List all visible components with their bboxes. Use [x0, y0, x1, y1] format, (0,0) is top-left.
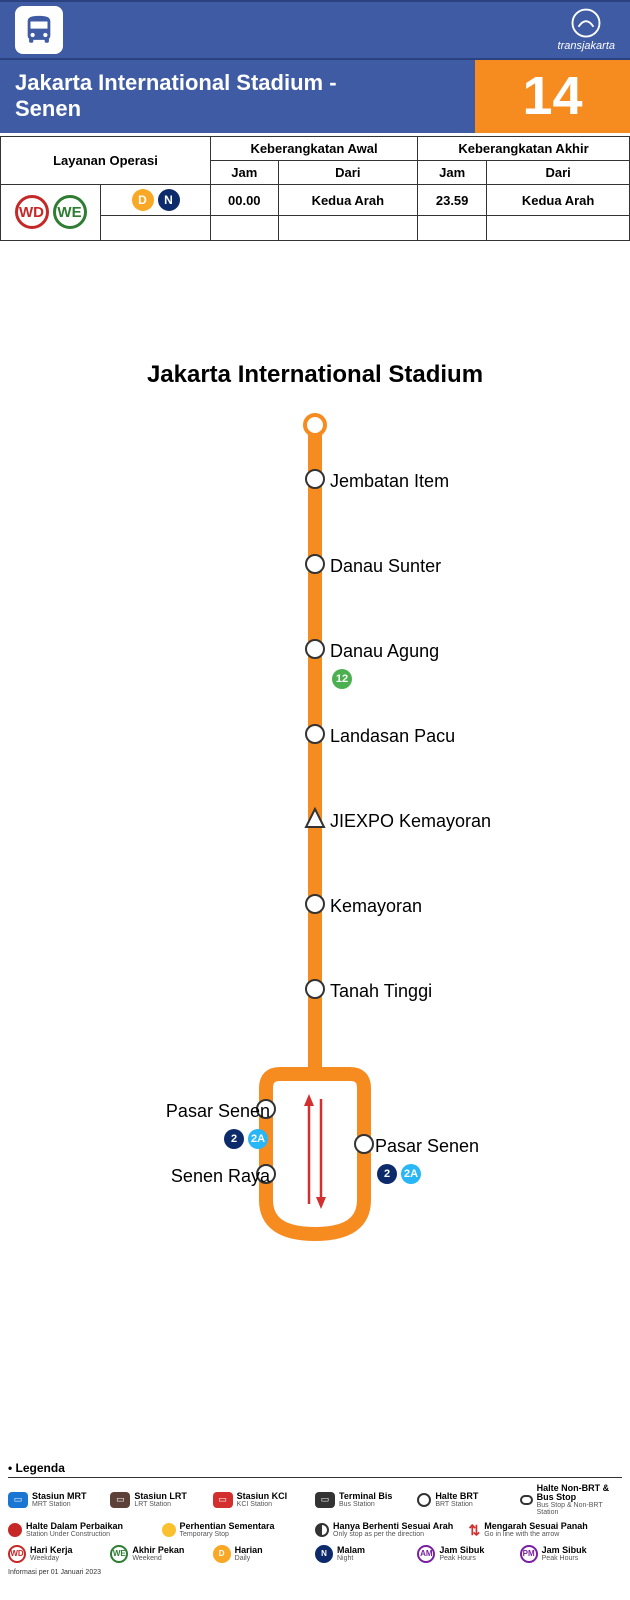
empty [278, 216, 417, 240]
stop-label: Kemayoran [330, 896, 422, 917]
legend-item: ▭Stasiun KCIKCI Station [213, 1484, 315, 1516]
legend-item: ▭Terminal BisBus Station [315, 1484, 417, 1516]
header-bar: transjakarta [0, 0, 630, 60]
th-last: Keberangkatan Akhir [418, 136, 630, 160]
legend-item: Halte Non-BRT & Bus StopBus Stop & Non-B… [520, 1484, 622, 1516]
th-time1: Jam [211, 160, 279, 184]
route-number: 14 [475, 60, 630, 133]
legend-item: PMJam SibukPeak Hours [520, 1545, 622, 1563]
legend-row-1: ▭Stasiun MRTMRT Station▭Stasiun LRTLRT S… [8, 1484, 622, 1516]
th-ops: Layanan Operasi [1, 136, 211, 184]
empty [101, 216, 211, 240]
brand-logo: transjakarta [558, 8, 615, 52]
brand-name: transjakarta [558, 40, 615, 52]
route-title-line2: Senen [15, 96, 460, 122]
th-from1: Dari [278, 160, 417, 184]
th-from2: Dari [487, 160, 630, 184]
terminus-title: Jakarta International Stadium [0, 361, 630, 389]
route-title: Jakarta International Stadium - Senen [0, 60, 475, 133]
first-time: 00.00 [211, 184, 279, 216]
legend-item: ⇅Mengarah Sesuai PanahGo in line with th… [469, 1522, 623, 1539]
empty [487, 216, 630, 240]
legend-item: Perhentian SementaraTemporary Stop [162, 1522, 316, 1539]
badge: 2A [248, 1129, 268, 1149]
ops-main-badges: WDWE [1, 184, 101, 240]
last-from: Kedua Arah [487, 184, 630, 216]
stop-label: Landasan Pacu [330, 726, 455, 747]
legend: Legenda ▭Stasiun MRTMRT Station▭Stasiun … [0, 1461, 630, 1582]
legend-item: WDHari KerjaWeekday [8, 1545, 110, 1563]
route-map: Jakarta International Stadium Jembatan I… [0, 361, 630, 1341]
legend-item: NMalamNight [315, 1545, 417, 1563]
stop-label: Pasar Senen22A [375, 1136, 479, 1184]
badge: 2A [401, 1164, 421, 1184]
legend-item: Hanya Berhenti Sesuai ArahOnly stop as p… [315, 1522, 469, 1539]
legend-title: Legenda [8, 1461, 622, 1478]
bus-icon [15, 6, 63, 54]
stop-label: Danau Agung12 [330, 641, 439, 689]
route-title-line1: Jakarta International Stadium - [15, 70, 460, 96]
stop-label: Jembatan Item [330, 471, 449, 492]
legend-item: AMJam SibukPeak Hours [417, 1545, 519, 1563]
legend-item: DHarianDaily [213, 1545, 315, 1563]
last-time: 23.59 [418, 184, 487, 216]
stop-label: Danau Sunter [330, 556, 441, 577]
legend-item: WEAkhir PekanWeekend [110, 1545, 212, 1563]
legend-row-3: WDHari KerjaWeekdayWEAkhir PekanWeekendD… [8, 1545, 622, 1563]
stop-label: JIEXPO Kemayoran [330, 811, 491, 832]
stop-label: Pasar Senen22A [166, 1101, 270, 1149]
th-first: Keberangkatan Awal [211, 136, 418, 160]
badge: WE [53, 195, 87, 229]
badge: 2 [224, 1129, 244, 1149]
badge: D [132, 189, 154, 211]
schedule-table: Layanan Operasi Keberangkatan Awal Keber… [0, 136, 630, 241]
ops-time-badges: DN [101, 184, 211, 216]
legend-item: ▭Stasiun MRTMRT Station [8, 1484, 110, 1516]
stop-label: Senen Raya [171, 1166, 270, 1187]
title-row: Jakarta International Stadium - Senen 14 [0, 60, 630, 133]
stop-label: Tanah Tinggi [330, 981, 432, 1002]
legend-item: ▭Stasiun LRTLRT Station [110, 1484, 212, 1516]
legend-row-2: Halte Dalam PerbaikanStation Under Const… [8, 1522, 622, 1539]
empty [211, 216, 279, 240]
legend-item: Halte Dalam PerbaikanStation Under Const… [8, 1522, 162, 1539]
badge: WD [15, 195, 49, 229]
badge: N [158, 189, 180, 211]
empty [418, 216, 487, 240]
badge: 2 [377, 1164, 397, 1184]
legend-item: Halte BRTBRT Station [417, 1484, 519, 1516]
first-from: Kedua Arah [278, 184, 417, 216]
route-line-svg [0, 409, 630, 1329]
footer-note: Informasi per 01 Januari 2023 [8, 1569, 622, 1576]
badge: 12 [332, 669, 352, 689]
th-time2: Jam [418, 160, 487, 184]
